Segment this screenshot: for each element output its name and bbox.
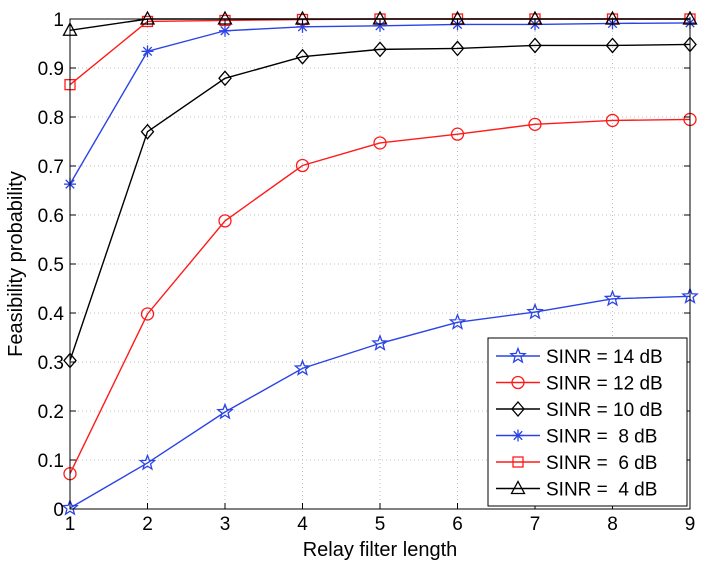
x-tick-label: 7 [530, 514, 541, 535]
x-tick-label: 9 [685, 514, 696, 535]
data-point [218, 70, 232, 87]
data-point [140, 123, 155, 140]
series-layer [61, 10, 699, 516]
y-tick-label: 1 [53, 10, 64, 31]
legend-item: SINR = 4 dB [496, 480, 657, 501]
y-axis-label: Feasibility probability [5, 171, 27, 357]
asterisk-stroke [142, 46, 153, 57]
data-point [528, 37, 542, 54]
x-tick-label: 4 [297, 514, 308, 535]
data-point [141, 45, 154, 58]
tick-layer: 1 2 3 4 5 6 7 8 9 0 0.1 0.2 0.3 0.4 0.5 0.6 0.7 0.8 0.9 1 [38, 10, 696, 535]
series-1 [61, 287, 699, 516]
data-point [605, 113, 620, 128]
y-tick-label: 0.4 [38, 304, 65, 325]
data-point [295, 48, 310, 65]
legend-marker [510, 480, 526, 495]
legend-label: SINR = 14 dB [546, 347, 663, 368]
data-point [138, 453, 157, 471]
data-point [603, 289, 622, 307]
legend-label: SINR = 6 dB [546, 453, 657, 474]
series-3 [63, 36, 697, 369]
x-tick-label: 2 [142, 514, 153, 535]
data-point [450, 127, 465, 141]
legend-marker [511, 401, 525, 417]
y-tick-label: 0.3 [38, 353, 64, 374]
series-line [69, 295, 691, 509]
data-point [216, 402, 234, 420]
x-tick-label: 3 [220, 514, 231, 535]
data-point [605, 37, 620, 54]
x-tick-label: 8 [607, 514, 618, 535]
y-tick-label: 0.6 [38, 206, 64, 227]
y-tick-label: 0.7 [38, 157, 64, 178]
data-point [61, 498, 79, 516]
data-point [140, 307, 155, 321]
data-point [450, 40, 465, 57]
x-tick-label: 5 [375, 514, 386, 535]
data-point [526, 302, 544, 320]
legend-label: SINR = 12 dB [546, 374, 663, 395]
legend-marker [511, 375, 525, 390]
data-point [371, 334, 389, 351]
x-axis-label: Relay filter length [303, 539, 458, 561]
data-point [448, 312, 467, 330]
y-tick-label: 0.9 [38, 59, 64, 80]
data-point [219, 24, 231, 37]
legend-marker [509, 346, 527, 364]
asterisk-stroke [220, 26, 230, 36]
data-point [528, 117, 542, 131]
data-point [373, 136, 387, 150]
legend-marker [512, 429, 524, 442]
data-point [293, 359, 312, 376]
y-tick-label: 0.5 [38, 255, 64, 276]
asterisk-stroke [375, 21, 385, 31]
data-point [218, 214, 232, 228]
legend-box [487, 337, 688, 507]
asterisk-stroke [513, 430, 523, 441]
y-tick-label: 0.8 [38, 108, 64, 129]
data-point [295, 158, 310, 173]
y-tick-label: 0 [53, 500, 64, 521]
legend-item: SINR = 10 dB [496, 400, 663, 421]
legend-item: SINR = 8 dB [496, 427, 657, 448]
legend: SINR = 14 dB SINR = 12 dB SINR = 10 dB SINR… [487, 337, 688, 507]
y-tick-label: 0.2 [38, 402, 64, 423]
legend-item: SINR = 14 dB [496, 346, 663, 368]
y-tick-label: 0.1 [38, 451, 64, 472]
legend-label: SINR = 10 dB [546, 400, 663, 421]
series-line [69, 118, 691, 475]
legend-label: SINR = 4 dB [546, 480, 657, 501]
x-tick-label: 1 [65, 514, 76, 535]
legend-marker [512, 456, 524, 468]
series-line [69, 43, 691, 361]
legend-label: SINR = 8 dB [546, 427, 657, 448]
x-tick-label: 6 [452, 514, 463, 535]
data-point [373, 41, 387, 58]
legend-item: SINR = 12 dB [496, 374, 663, 395]
legend-item: SINR = 6 dB [496, 453, 657, 474]
